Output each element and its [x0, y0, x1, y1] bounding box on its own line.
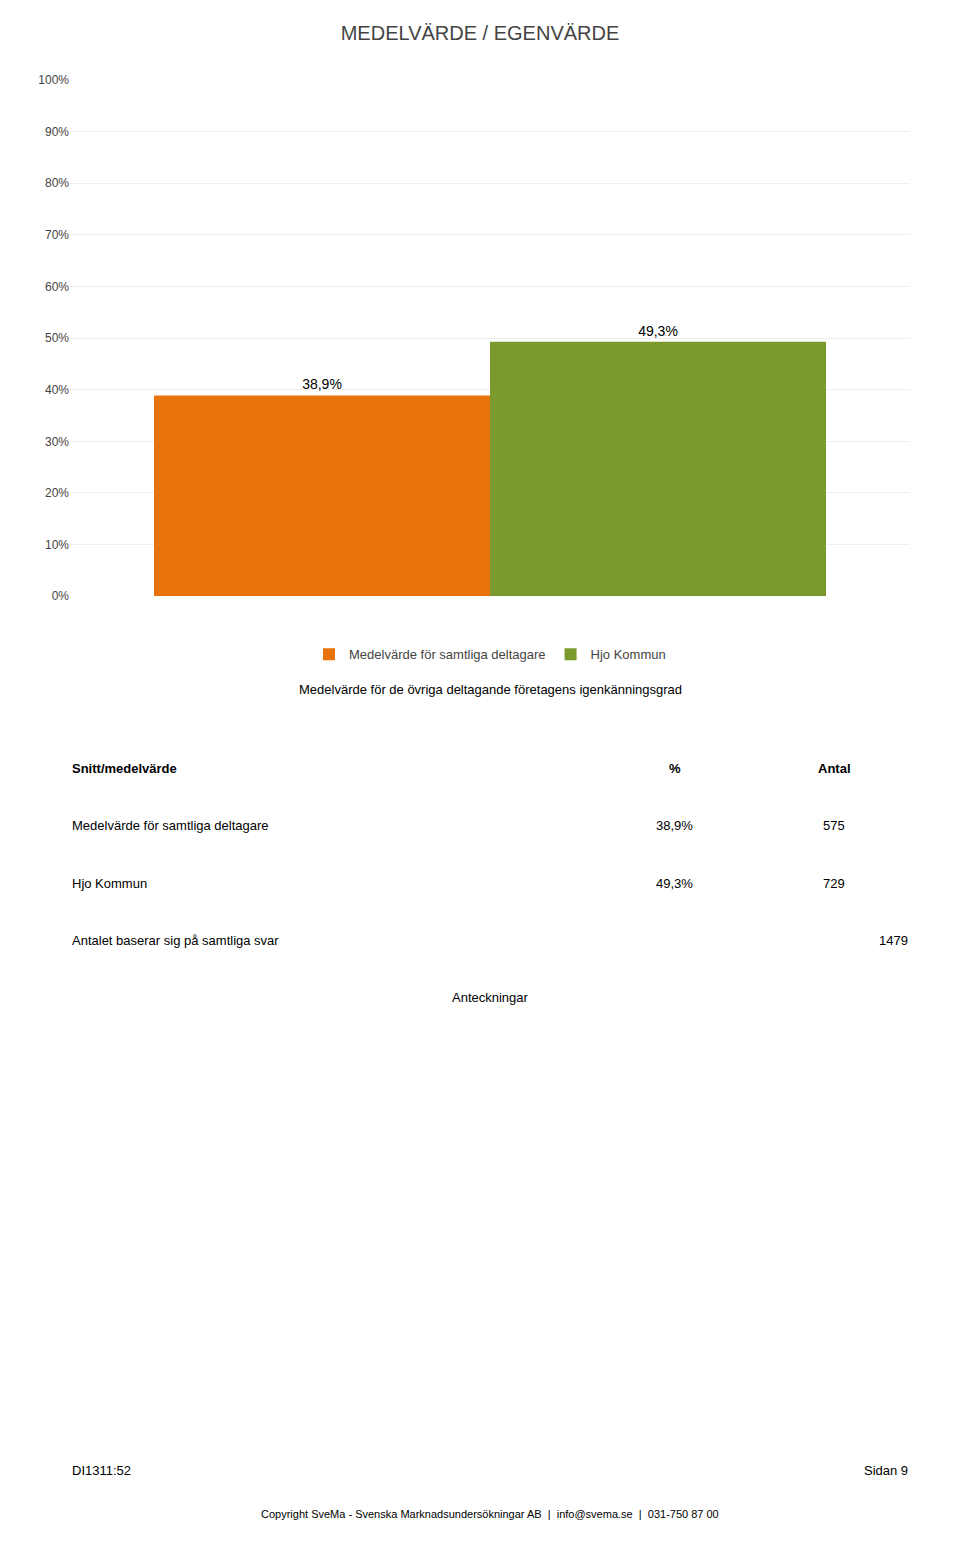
svg-text:30%: 30%: [45, 435, 69, 449]
svg-text:729: 729: [823, 876, 845, 891]
svg-text:Antalet baserar sig på samtlig: Antalet baserar sig på samtliga svar: [72, 933, 279, 948]
svg-text:38,9%: 38,9%: [656, 818, 693, 833]
svg-text:Anteckningar: Anteckningar: [452, 990, 529, 1005]
svg-text:49,3%: 49,3%: [656, 876, 693, 891]
svg-text:DI1311:52: DI1311:52: [72, 1463, 131, 1478]
svg-text:Antal: Antal: [818, 761, 851, 776]
svg-text:60%: 60%: [45, 280, 69, 294]
svg-text:Hjo Kommun: Hjo Kommun: [72, 876, 147, 891]
svg-text:1479: 1479: [879, 933, 908, 948]
svg-text:0%: 0%: [52, 589, 70, 603]
svg-text:Copyright SveMa - Svenska Mark: Copyright SveMa - Svenska Marknadsunders…: [261, 1508, 719, 1520]
svg-text:100%: 100%: [38, 73, 69, 87]
svg-text:575: 575: [823, 818, 845, 833]
svg-text:%: %: [669, 761, 681, 776]
svg-text:70%: 70%: [45, 228, 69, 242]
svg-text:Snitt/medelvärde: Snitt/medelvärde: [72, 761, 177, 776]
svg-text:Hjo Kommun: Hjo Kommun: [591, 647, 666, 662]
svg-text:49,3%: 49,3%: [638, 323, 678, 339]
svg-text:20%: 20%: [45, 486, 69, 500]
svg-text:Medelvärde för de övriga delta: Medelvärde för de övriga deltagande före…: [299, 682, 682, 697]
svg-text:40%: 40%: [45, 383, 69, 397]
svg-text:Medelvärde för samtliga deltag: Medelvärde för samtliga deltagare: [349, 647, 546, 662]
svg-text:Medelvärde för samtliga deltag: Medelvärde för samtliga deltagare: [72, 818, 269, 833]
svg-text:38,9%: 38,9%: [302, 376, 342, 392]
svg-text:80%: 80%: [45, 176, 69, 190]
svg-text:50%: 50%: [45, 331, 69, 345]
svg-text:10%: 10%: [45, 538, 69, 552]
svg-text:Sidan 9: Sidan 9: [864, 1463, 908, 1478]
svg-text:90%: 90%: [45, 125, 69, 139]
svg-text:MEDELVÄRDE / EGENVÄRDE: MEDELVÄRDE / EGENVÄRDE: [341, 22, 620, 44]
